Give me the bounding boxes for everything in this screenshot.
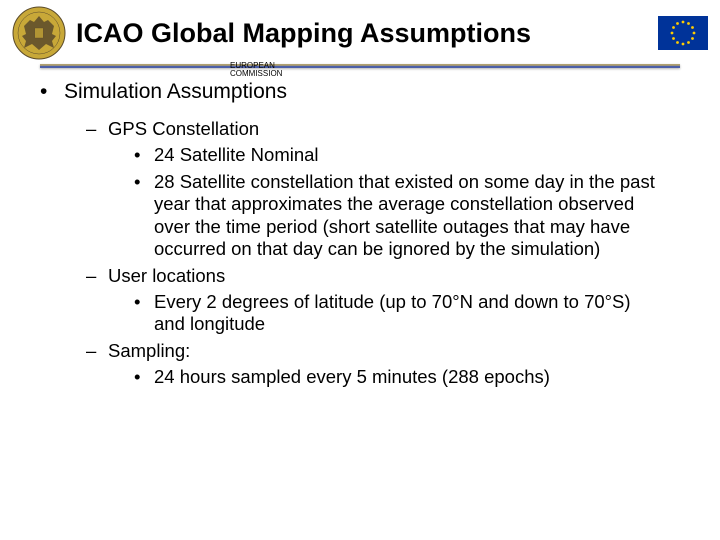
bullet-lvl2: –GPS Constellation	[86, 118, 680, 140]
bullet-lvl2: –User locations	[86, 265, 680, 287]
lvl3-text: 24 hours sampled every 5 minutes (288 ep…	[154, 366, 570, 389]
lvl2-text: GPS Constellation	[108, 118, 259, 139]
bullet-lvl2: –Sampling:	[86, 340, 680, 362]
lvl2-text: User locations	[108, 265, 225, 286]
lvl3-text: Every 2 degrees of latitude (up to 70°N …	[154, 291, 680, 336]
bullet-lvl1: •Simulation Assumptions	[40, 80, 680, 104]
header-divider	[40, 64, 680, 68]
slide-title: ICAO Global Mapping Assumptions	[76, 18, 648, 49]
bullet-lvl3: • 24 hours sampled every 5 minutes (288 …	[134, 366, 680, 389]
european-commission-label: EUROPEAN COMMISSION	[230, 62, 282, 79]
bullet-lvl3: • 24 Satellite Nominal	[134, 144, 680, 167]
slide-content: •Simulation Assumptions –GPS Constellati…	[0, 72, 720, 389]
bullet-lvl3: • 28 Satellite constellation that existe…	[134, 171, 680, 261]
lvl3-text: 28 Satellite constellation that existed …	[154, 171, 680, 261]
eu-flag-icon	[658, 16, 708, 50]
lvl3-text: 24 Satellite Nominal	[154, 144, 339, 167]
us-seal-icon	[12, 6, 66, 60]
ec-line2: COMMISSION	[230, 69, 282, 78]
lvl1-text: Simulation Assumptions	[64, 80, 287, 103]
slide-header: ICAO Global Mapping Assumptions	[0, 0, 720, 62]
bullet-lvl3: • Every 2 degrees of latitude (up to 70°…	[134, 291, 680, 336]
lvl2-text: Sampling:	[108, 340, 190, 361]
